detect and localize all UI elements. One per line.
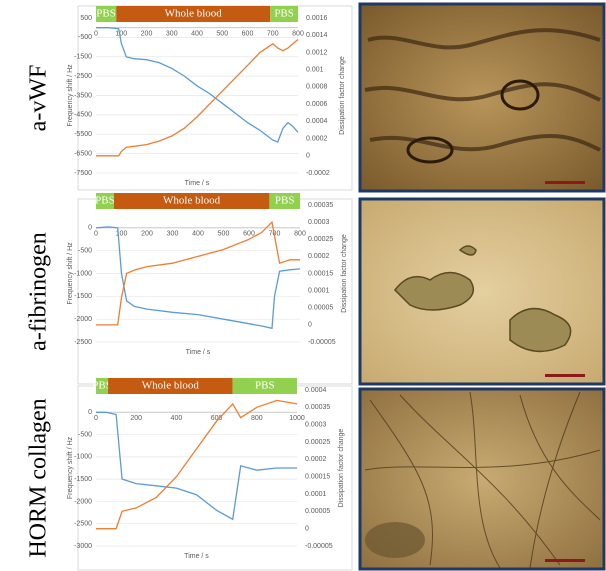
y2-axis-label: Dissipation factor change bbox=[338, 429, 345, 508]
y-tick-label: -3000 bbox=[74, 543, 92, 550]
x-axis-label: Time / s bbox=[186, 349, 211, 356]
y2-tick-label: 0.001 bbox=[306, 67, 324, 74]
y-tick-label: -2000 bbox=[74, 498, 92, 505]
y-tick-label: -4500 bbox=[74, 112, 92, 119]
phase-label: PBS bbox=[96, 8, 116, 20]
phase-label: PBS bbox=[95, 195, 115, 207]
phase-label: Whole blood bbox=[142, 380, 200, 392]
y2-tick-label: 0.0003 bbox=[308, 219, 330, 226]
phase-label: Whole blood bbox=[163, 195, 221, 207]
x-tick-label: 1000 bbox=[289, 415, 305, 422]
y2-tick-label: 0.0001 bbox=[308, 287, 330, 294]
y-tick-label: -2500 bbox=[74, 73, 92, 80]
y2-tick-label: 0.00035 bbox=[308, 202, 333, 209]
y2-tick-label: 0.00005 bbox=[305, 508, 330, 515]
y-axis-label: Frequency shift / Hz bbox=[67, 242, 74, 305]
y2-tick-label: 0.0001 bbox=[305, 491, 327, 498]
x-axis-label: Time / s bbox=[184, 553, 209, 560]
x-tick-label: 300 bbox=[167, 231, 179, 238]
x-tick-label: 200 bbox=[141, 231, 153, 238]
y-tick-label: -500 bbox=[78, 248, 92, 255]
y-tick-label: -6500 bbox=[74, 150, 92, 157]
y-tick-label: -1000 bbox=[74, 270, 92, 277]
x-tick-label: 0 bbox=[94, 231, 98, 238]
y-axis-label: Frequency shift / Hz bbox=[67, 436, 74, 499]
x-tick-label: 600 bbox=[242, 31, 254, 38]
x-tick-label: 0 bbox=[94, 415, 98, 422]
row-label: a-fibrinogen bbox=[26, 232, 52, 351]
y-tick-label: -1500 bbox=[74, 54, 92, 61]
y2-tick-label: 0 bbox=[306, 153, 310, 160]
y-tick-label: 0 bbox=[88, 225, 92, 232]
y-tick-label: -7500 bbox=[74, 170, 92, 177]
y2-tick-label: 0.0004 bbox=[306, 118, 328, 125]
x-tick-label: 400 bbox=[192, 231, 204, 238]
x-tick-label: 400 bbox=[191, 31, 203, 38]
x-axis-label: Time / s bbox=[185, 180, 210, 187]
phase-label: Whole blood bbox=[165, 8, 223, 20]
micrograph-1 bbox=[360, 4, 604, 191]
y2-tick-label: 0.0002 bbox=[305, 456, 327, 463]
y-tick-label: -1000 bbox=[74, 454, 92, 461]
phase-label: PBS bbox=[274, 8, 294, 20]
x-tick-label: 500 bbox=[218, 231, 230, 238]
y-tick-label: 0 bbox=[88, 409, 92, 416]
y2-axis-label: Dissipation factor change bbox=[339, 56, 346, 135]
figure: a-vWF 500 -500 -1500 -2500 -3500 -4500 -5500 -65… bbox=[0, 0, 606, 571]
y2-tick-label: 0.00035 bbox=[305, 404, 330, 411]
y-tick-label: 500 bbox=[80, 15, 92, 22]
y2-tick-label: 0.00025 bbox=[308, 236, 333, 243]
x-tick-label: 500 bbox=[216, 31, 228, 38]
y2-tick-label: -0.0002 bbox=[306, 170, 330, 177]
y-tick-label: -500 bbox=[78, 431, 92, 438]
x-tick-label: 800 bbox=[251, 415, 263, 422]
y2-tick-label: 0.00025 bbox=[305, 439, 330, 446]
y2-tick-label: 0.0004 bbox=[305, 387, 327, 394]
y2-tick-label: 0.0003 bbox=[305, 422, 327, 429]
y2-tick-label: 0.0012 bbox=[306, 49, 328, 56]
y2-tick-label: 0.00015 bbox=[305, 474, 330, 481]
y2-tick-label: -0.00005 bbox=[305, 543, 333, 550]
y-tick-label: -500 bbox=[78, 34, 92, 41]
y2-tick-label: 0.0014 bbox=[306, 32, 328, 39]
y-tick-label: -3500 bbox=[74, 92, 92, 99]
y2-tick-label: 0.00015 bbox=[308, 270, 333, 277]
y2-tick-label: 0.0006 bbox=[306, 101, 328, 108]
micrograph-2 bbox=[360, 199, 604, 384]
micrograph-3 bbox=[360, 389, 604, 569]
x-tick-label: 200 bbox=[141, 31, 153, 38]
y2-tick-label: 0.0016 bbox=[306, 15, 328, 22]
y2-tick-label: 0.0002 bbox=[306, 135, 328, 142]
row-label: HORM collagen bbox=[26, 398, 52, 557]
x-tick-label: 300 bbox=[166, 31, 178, 38]
x-tick-label: 800 bbox=[292, 31, 304, 38]
row-label: a-vWF bbox=[26, 65, 52, 132]
y2-tick-label: 0 bbox=[305, 526, 309, 533]
x-tick-label: 400 bbox=[171, 415, 183, 422]
y-tick-label: -2500 bbox=[74, 339, 92, 346]
y2-tick-label: 0 bbox=[308, 322, 312, 329]
y2-tick-label: 0.00005 bbox=[308, 305, 333, 312]
phase-label: PBS bbox=[255, 380, 275, 392]
y-tick-label: -1500 bbox=[74, 293, 92, 300]
x-tick-label: 100 bbox=[115, 31, 127, 38]
y2-axis-label: Dissipation factor change bbox=[341, 234, 348, 313]
y-tick-label: -2500 bbox=[74, 521, 92, 528]
x-tick-label: 800 bbox=[294, 231, 306, 238]
y2-tick-label: -0.00005 bbox=[308, 339, 336, 346]
y-tick-label: -5500 bbox=[74, 131, 92, 138]
y-tick-label: -2000 bbox=[74, 316, 92, 323]
x-tick-label: 700 bbox=[267, 31, 279, 38]
y2-tick-label: 0.0002 bbox=[308, 253, 330, 260]
y-axis-label: Frequency shift / Hz bbox=[67, 64, 74, 127]
x-tick-label: 200 bbox=[130, 415, 142, 422]
y2-tick-label: 0.0008 bbox=[306, 84, 328, 91]
y-tick-label: -1500 bbox=[74, 476, 92, 483]
x-tick-label: 0 bbox=[94, 31, 98, 38]
phase-label: PBS bbox=[275, 195, 295, 207]
